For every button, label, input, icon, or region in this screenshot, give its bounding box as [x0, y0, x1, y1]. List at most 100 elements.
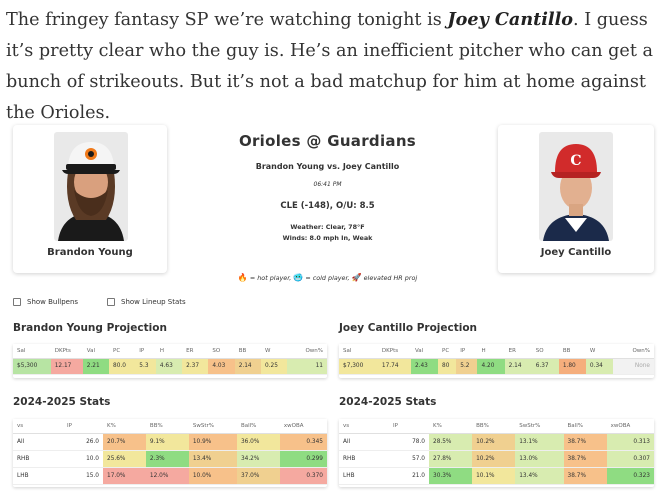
col-vs: vs [339, 419, 389, 434]
cell: 2.3% [145, 450, 189, 468]
col-ip: IP [63, 419, 103, 434]
game-info: Orioles @ Guardians Brandon Young vs. Jo… [170, 132, 485, 244]
cell: 27.8% [429, 450, 473, 468]
col-own: Own% [613, 344, 654, 359]
cell: 10.0 [63, 450, 103, 468]
fire-icon: 🔥 [237, 273, 248, 282]
table-row: LHB 15.0 17.0% 12.0% 10.0% 37.0% 0.370 [13, 467, 327, 485]
cell: 57.0 [389, 450, 429, 468]
young-projection-table: Sal DKPts Val PC IP H ER SO BB W Own% $5… [13, 344, 327, 375]
cell: 21.0 [389, 467, 429, 485]
cell: 12.0% [145, 467, 189, 485]
col-sal: Sal [13, 344, 51, 359]
col-h: H [155, 344, 183, 359]
cell: 13.0% [515, 450, 564, 468]
away-pitcher-name: Brandon Young [47, 247, 133, 258]
show-lineup-checkbox[interactable] [107, 298, 115, 306]
cell: 34.2% [236, 450, 280, 468]
cell: 5.2 [456, 358, 478, 375]
cell: All [13, 433, 63, 451]
show-bullpens-toggle[interactable]: Show Bullpens [13, 298, 78, 306]
table-row: $7,300 17.74 2.43 80 5.2 4.20 2.14 6.37 … [339, 358, 654, 375]
col-ip: IP [389, 419, 429, 434]
odds-line: CLE (-148), O/U: 8.5 [280, 201, 375, 211]
away-pitcher-card: Brandon Young [13, 125, 167, 273]
col-ball: Ball% [236, 419, 280, 434]
cell: 4.20 [477, 358, 505, 375]
col-sal: Sal [339, 344, 378, 359]
cantillo-stats-title: 2024-2025 Stats [339, 396, 437, 408]
matchup-title: Orioles @ Guardians [238, 132, 417, 150]
cell: 2.14 [234, 358, 261, 375]
col-h: H [477, 344, 505, 359]
cell: 4.63 [155, 358, 183, 375]
col-dkpts: DKPts [50, 344, 83, 359]
cell: All [339, 433, 389, 451]
young-projection-title: Brandon Young Projection [13, 322, 167, 334]
cantillo-projection-box: Sal DKPts Val PC IP H ER SO BB W Own% $7… [339, 344, 654, 378]
cell: 26.0 [63, 433, 103, 451]
show-lineup-label: Show Lineup Stats [121, 298, 186, 306]
cell: 20.7% [103, 433, 146, 451]
game-time: 06:41 PM [313, 181, 342, 188]
col-val: Val [82, 344, 110, 359]
col-own: Own% [287, 344, 327, 359]
col-swstr: SwStr% [515, 419, 564, 434]
col-xwoba: xwOBA [606, 419, 654, 434]
show-bullpens-label: Show Bullpens [27, 298, 79, 306]
table-row: RHB 10.0 25.6% 2.3% 13.4% 34.2% 0.299 [13, 450, 327, 468]
intro-pitcher-name: Joey Cantillo [447, 9, 574, 30]
cell: 2.37 [182, 358, 209, 375]
winds-line: Winds: 8.0 mph In, Weak [282, 234, 373, 242]
legend: 🔥 = hot player, 🥶 = cold player, 🚀 eleva… [170, 273, 485, 282]
cell: 30.3% [429, 467, 473, 485]
stats-header-row: vs IP K% BB% SwStr% Ball% xwOBA [13, 419, 327, 434]
table-row: LHB 21.0 30.3% 10.1% 13.4% 38.7% 0.323 [339, 467, 654, 485]
col-so: SO [531, 344, 559, 359]
cell: 80.0 [109, 358, 136, 375]
cell: 13.4% [515, 467, 564, 485]
table-row: All 78.0 28.5% 10.2% 13.1% 38.7% 0.313 [339, 433, 654, 451]
cell: 13.4% [188, 450, 237, 468]
show-bullpens-checkbox[interactable] [13, 298, 21, 306]
cell: 38.7% [563, 450, 607, 468]
cell: 2.21 [82, 358, 110, 375]
cell: 0.25 [260, 358, 288, 375]
cell: 6.37 [531, 358, 559, 375]
cantillo-projection-title: Joey Cantillo Projection [339, 322, 478, 334]
cell: 10.2% [472, 450, 516, 468]
cell: $7,300 [339, 358, 378, 375]
cell: 13.1% [515, 433, 564, 451]
cell: LHB [339, 467, 389, 485]
col-ip: IP [135, 344, 156, 359]
cell: RHB [339, 450, 389, 468]
col-swstr: SwStr% [188, 419, 237, 434]
col-k: K% [103, 419, 146, 434]
versus-line: Brandon Young vs. Joey Cantillo [255, 162, 400, 171]
legend-hr: elevated HR proj [363, 274, 418, 282]
cell: RHB [13, 450, 63, 468]
cell: 0.370 [279, 467, 327, 485]
col-er: ER [182, 344, 209, 359]
table-row: $5,300 12.17 2.21 80.0 5.3 4.63 2.37 4.0… [13, 358, 327, 375]
col-bb: BB [234, 344, 261, 359]
cell: 5.3 [135, 358, 156, 375]
col-pc: PC [438, 344, 457, 359]
cell: 11 [287, 358, 327, 375]
young-stats-title: 2024-2025 Stats [13, 396, 111, 408]
cell: 37.0% [236, 467, 280, 485]
col-vs: vs [13, 419, 63, 434]
cell: 0.307 [606, 450, 654, 468]
cell: 0.345 [279, 433, 327, 451]
cell: 10.2% [472, 433, 516, 451]
col-dkpts: DKPts [377, 344, 411, 359]
cell: $5,300 [13, 358, 51, 375]
cell: 0.34 [585, 358, 614, 375]
cell: 12.17 [50, 358, 83, 375]
cell: 38.7% [563, 467, 607, 485]
cell: None [613, 358, 654, 375]
col-ball: Ball% [563, 419, 607, 434]
show-lineup-toggle[interactable]: Show Lineup Stats [107, 298, 186, 306]
col-pc: PC [109, 344, 136, 359]
cell: 0.313 [606, 433, 654, 451]
